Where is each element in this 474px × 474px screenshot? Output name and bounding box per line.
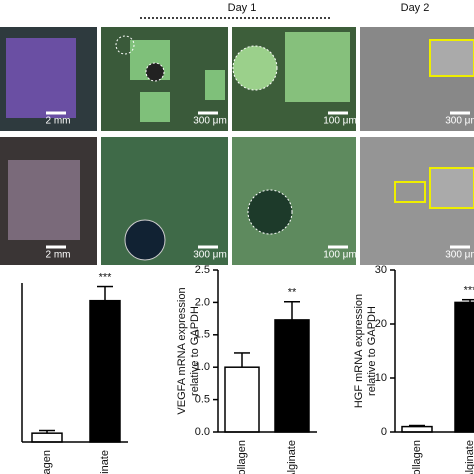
y-tick-label: 2.5: [195, 264, 210, 276]
x-tick-label: Collagen: [236, 440, 248, 474]
x-tick-label: Alginate: [464, 440, 474, 474]
y-tick-label: 30: [375, 264, 387, 276]
y-tick-label: 20: [375, 318, 387, 330]
y-axis-label: VEGFA mRNA expression: [176, 287, 188, 414]
y-tick-label: 1.0: [195, 361, 210, 373]
scale-bar-label: 2 mm: [46, 116, 71, 127]
x-tick-label: Alginate: [99, 450, 111, 474]
scale-bar-label: 300 μm: [445, 116, 474, 127]
y-tick-label: 0.0: [195, 426, 210, 438]
x-tick-label: Collagen: [41, 450, 53, 474]
bar: [89, 299, 121, 443]
bar: [31, 432, 63, 443]
significance-label: ***: [464, 285, 474, 297]
scale-bar-label: 300 μm: [193, 116, 227, 127]
x-tick-label: Alginate: [286, 440, 298, 474]
y-axis-label: HGF mRNA expression: [353, 294, 365, 408]
y-tick-label: 0.5: [195, 394, 210, 406]
y-axis-label: relative to GAPDH: [189, 306, 201, 396]
scale-bar-label: 100 μm: [323, 116, 357, 127]
significance-label: ***: [99, 271, 113, 283]
bar: [401, 425, 433, 433]
y-tick-label: 0: [381, 426, 387, 438]
y-tick-label: 10: [375, 372, 387, 384]
day-label: Day 2: [401, 2, 430, 14]
significance-label: **: [288, 287, 297, 299]
y-tick-label: 2.0: [195, 296, 210, 308]
bar: [454, 301, 474, 433]
scale-bar-label: 100 μm: [323, 250, 357, 261]
y-tick-label: 1.5: [195, 329, 210, 341]
x-tick-label: Collagen: [411, 440, 423, 474]
bar: [274, 319, 310, 433]
y-axis-label: relative to GAPDH: [366, 306, 378, 396]
day-label: Day 1: [228, 2, 257, 14]
image-panels: Day 1 Day 2: [0, 2, 474, 265]
scale-bar-label: 300 μm: [193, 250, 227, 261]
scale-bar-label: 300 μm: [445, 250, 474, 261]
bar: [224, 366, 260, 433]
scale-bar-label: 2 mm: [46, 250, 71, 261]
